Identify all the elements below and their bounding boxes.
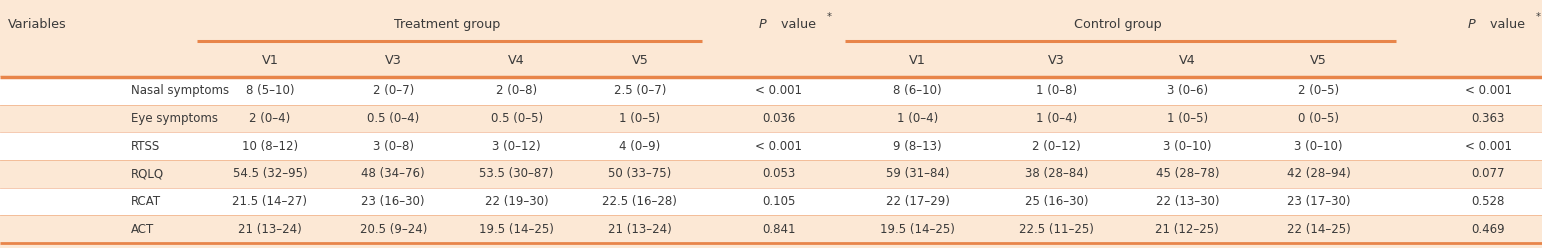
Bar (0, 77, 1542, 105)
Text: V4: V4 (509, 54, 524, 67)
Text: 2 (0–5): 2 (0–5) (1298, 84, 1338, 97)
Bar (0, 160, 1542, 188)
Text: 22 (17–29): 22 (17–29) (885, 195, 950, 208)
Text: 0.363: 0.363 (1471, 112, 1505, 125)
Text: 0.528: 0.528 (1471, 195, 1505, 208)
Text: value: value (777, 18, 816, 31)
Text: 4 (0–9): 4 (0–9) (620, 140, 660, 153)
Text: Variables: Variables (8, 18, 66, 31)
Text: 1 (0–8): 1 (0–8) (1036, 84, 1076, 97)
Text: 2 (0–7): 2 (0–7) (373, 84, 413, 97)
Text: 0.105: 0.105 (762, 195, 796, 208)
Text: 48 (34–76): 48 (34–76) (361, 167, 426, 180)
Text: V3: V3 (386, 54, 401, 67)
Text: 3 (0–8): 3 (0–8) (373, 140, 413, 153)
Text: V5: V5 (632, 54, 648, 67)
Text: 0.841: 0.841 (762, 223, 796, 236)
Text: P: P (759, 18, 766, 31)
Text: 10 (8–12): 10 (8–12) (242, 140, 298, 153)
Text: Treatment group: Treatment group (395, 18, 500, 31)
Text: 3 (0–10): 3 (0–10) (1163, 140, 1212, 153)
Text: 3 (0–12): 3 (0–12) (492, 140, 541, 153)
Text: 22.5 (11–25): 22.5 (11–25) (1019, 223, 1093, 236)
Text: 21 (13–24): 21 (13–24) (237, 223, 302, 236)
Text: 0 (0–5): 0 (0–5) (1298, 112, 1338, 125)
Text: P: P (1468, 18, 1476, 31)
Text: 45 (28–78): 45 (28–78) (1155, 167, 1220, 180)
Text: 38 (28–84): 38 (28–84) (1024, 167, 1089, 180)
Text: 20.5 (9–24): 20.5 (9–24) (359, 223, 427, 236)
Text: 22 (19–30): 22 (19–30) (484, 195, 549, 208)
Text: value: value (1486, 18, 1525, 31)
Text: < 0.001: < 0.001 (756, 140, 802, 153)
Text: RCAT: RCAT (131, 195, 162, 208)
Text: 3 (0–6): 3 (0–6) (1167, 84, 1207, 97)
Text: 2 (0–8): 2 (0–8) (497, 84, 537, 97)
Text: 21 (13–24): 21 (13–24) (608, 223, 672, 236)
Text: 50 (33–75): 50 (33–75) (608, 167, 672, 180)
Bar (0, 132, 1542, 160)
Text: 19.5 (14–25): 19.5 (14–25) (880, 223, 954, 236)
Text: 42 (28–94): 42 (28–94) (1286, 167, 1351, 180)
Text: 22.5 (16–28): 22.5 (16–28) (603, 195, 677, 208)
Text: 2 (0–12): 2 (0–12) (1032, 140, 1081, 153)
Text: 1 (0–5): 1 (0–5) (620, 112, 660, 125)
Text: 0.469: 0.469 (1471, 223, 1505, 236)
Text: 0.053: 0.053 (762, 167, 796, 180)
Text: ACT: ACT (131, 223, 154, 236)
Text: < 0.001: < 0.001 (1465, 84, 1511, 97)
Text: *: * (1536, 12, 1540, 22)
Text: Eye symptoms: Eye symptoms (131, 112, 217, 125)
Text: 21 (12–25): 21 (12–25) (1155, 223, 1220, 236)
Text: Control group: Control group (1075, 18, 1161, 31)
Text: V1: V1 (262, 54, 278, 67)
Text: 2 (0–4): 2 (0–4) (250, 112, 290, 125)
Text: < 0.001: < 0.001 (1465, 140, 1511, 153)
Text: < 0.001: < 0.001 (756, 84, 802, 97)
Text: V3: V3 (1049, 54, 1064, 67)
Text: 0.077: 0.077 (1471, 167, 1505, 180)
Text: 0.036: 0.036 (762, 112, 796, 125)
Text: 54.5 (32–95): 54.5 (32–95) (233, 167, 307, 180)
Text: *: * (827, 12, 831, 22)
Bar (0, 188, 1542, 215)
Text: RQLQ: RQLQ (131, 167, 163, 180)
Text: 1 (0–4): 1 (0–4) (1036, 112, 1076, 125)
Text: 8 (5–10): 8 (5–10) (245, 84, 295, 97)
Bar (0, 215, 1542, 243)
Text: 3 (0–10): 3 (0–10) (1294, 140, 1343, 153)
Text: V1: V1 (910, 54, 925, 67)
Text: 0.5 (0–5): 0.5 (0–5) (490, 112, 543, 125)
Bar (0, 5, 1542, 77)
Text: 22 (14–25): 22 (14–25) (1286, 223, 1351, 236)
Text: 25 (16–30): 25 (16–30) (1024, 195, 1089, 208)
Text: 1 (0–4): 1 (0–4) (897, 112, 938, 125)
Text: 9 (8–13): 9 (8–13) (893, 140, 942, 153)
Text: V5: V5 (1311, 54, 1326, 67)
Text: 53.5 (30–87): 53.5 (30–87) (480, 167, 554, 180)
Text: 1 (0–5): 1 (0–5) (1167, 112, 1207, 125)
Text: 0.5 (0–4): 0.5 (0–4) (367, 112, 419, 125)
Text: 23 (16–30): 23 (16–30) (361, 195, 426, 208)
Text: RTSS: RTSS (131, 140, 160, 153)
Text: 23 (17–30): 23 (17–30) (1286, 195, 1351, 208)
Text: 21.5 (14–27): 21.5 (14–27) (233, 195, 307, 208)
Text: 2.5 (0–7): 2.5 (0–7) (614, 84, 666, 97)
Bar (0, 105, 1542, 132)
Text: V4: V4 (1180, 54, 1195, 67)
Text: Nasal symptoms: Nasal symptoms (131, 84, 230, 97)
Text: 22 (13–30): 22 (13–30) (1155, 195, 1220, 208)
Text: 8 (6–10): 8 (6–10) (893, 84, 942, 97)
Text: 59 (31–84): 59 (31–84) (885, 167, 950, 180)
Text: 19.5 (14–25): 19.5 (14–25) (480, 223, 554, 236)
